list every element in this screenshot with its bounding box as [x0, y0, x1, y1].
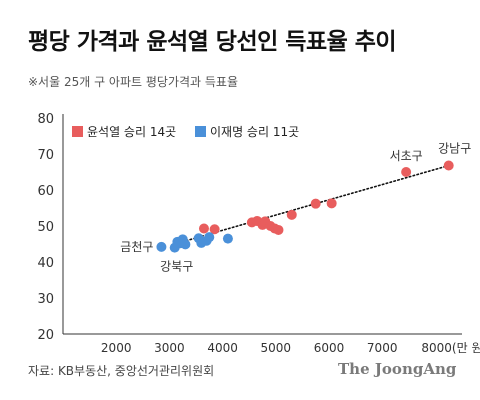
- chart-subtitle: ※서울 25개 구 아파트 평당가격과 득표율: [28, 75, 238, 89]
- x-tick-label: 5000: [261, 341, 292, 355]
- y-tick-label: 80: [37, 112, 54, 127]
- y-tick-label: 30: [37, 292, 54, 307]
- x-tick-label: 6000: [314, 341, 345, 355]
- point-label: 서초구: [390, 149, 423, 163]
- data-point: [204, 232, 215, 243]
- legend-label: 윤석열 승리 14곳: [87, 125, 176, 139]
- page-title: 평당 가격과 윤석열 당선인 득표율 추이: [28, 29, 397, 55]
- data-point: [222, 233, 233, 244]
- x-tick-label: 3000: [154, 341, 185, 355]
- publisher-logo: The JoongAng: [338, 360, 457, 378]
- data-point: [180, 239, 191, 250]
- data-point: [273, 224, 284, 235]
- y-tick-label: 60: [37, 184, 54, 199]
- legend-swatch: [195, 126, 206, 137]
- data-point: [286, 209, 297, 220]
- data-point: [326, 198, 337, 209]
- y-tick-label: 20: [37, 328, 54, 343]
- legend-label: 이재명 승리 11곳: [210, 125, 299, 139]
- y-tick-label: 50: [37, 220, 54, 235]
- point-label: 금천구: [120, 239, 153, 254]
- data-point: [443, 160, 454, 171]
- data-point: [209, 224, 220, 235]
- x-tick-label: 2000: [101, 341, 132, 355]
- legend-swatch: [72, 126, 83, 137]
- data-point: [198, 223, 209, 234]
- data-point: [156, 241, 167, 252]
- x-tick-label: 7000: [367, 341, 398, 355]
- source-note: 자료: KB부동산, 중앙선거관리위원회: [28, 364, 215, 378]
- y-tick-label: 70: [37, 148, 54, 163]
- y-tick-label: 40: [37, 256, 54, 271]
- x-tick-label: 4000: [207, 341, 238, 355]
- data-point: [401, 167, 412, 177]
- data-point: [310, 198, 321, 209]
- point-label: 강남구: [438, 142, 471, 156]
- x-tick-label: 8000(만 원): [421, 341, 480, 355]
- point-label: 강북구: [160, 260, 193, 274]
